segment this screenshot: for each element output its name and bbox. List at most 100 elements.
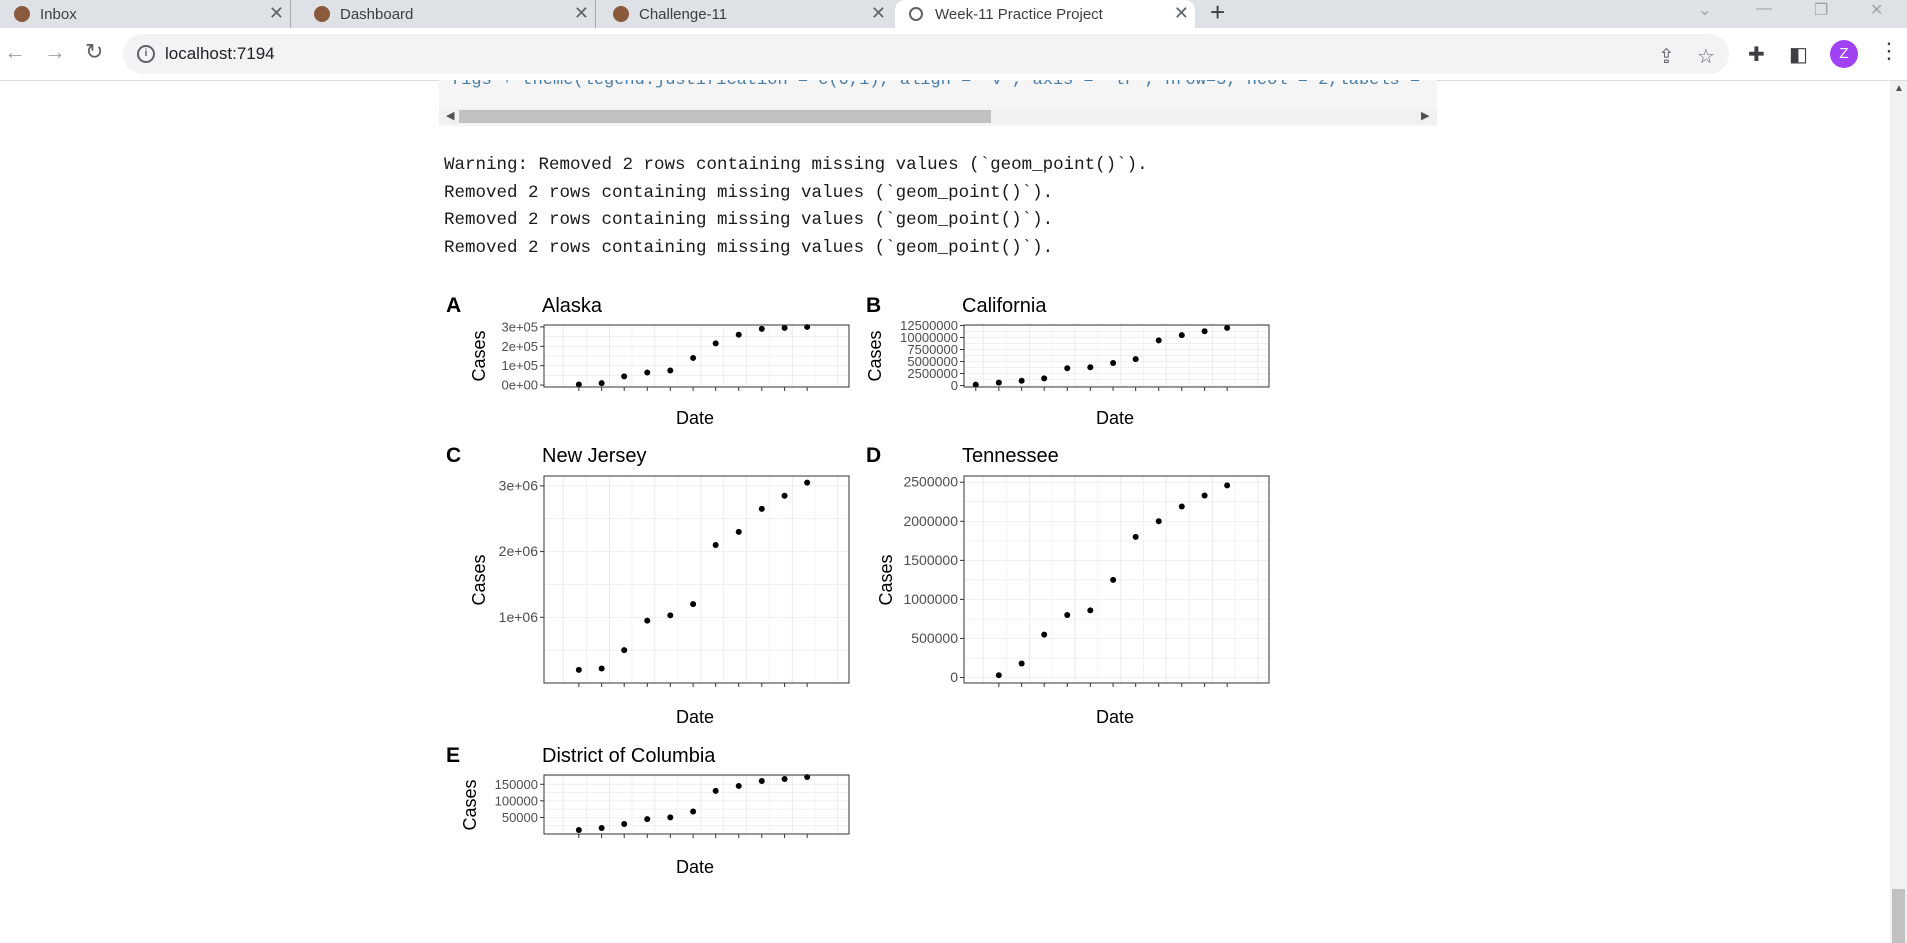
address-bar[interactable]: i localhost:7194 ⇪ ☆ [123, 34, 1729, 74]
tab-dashboard[interactable]: Dashboard ✕ [296, 0, 596, 28]
chart-panel-c: 1e+06 2e+06 3e+06 C New Jersey Cases Date [446, 444, 850, 727]
data-point [1201, 492, 1208, 499]
scroll-up-icon[interactable]: ▲ [1894, 83, 1904, 94]
data-point [598, 825, 605, 832]
new-tab-button[interactable]: + [1210, 0, 1226, 27]
tab-inbox[interactable]: Inbox ✕ [0, 0, 291, 28]
url-text: localhost:7194 [165, 44, 275, 63]
y-tick-label: 500000 [911, 630, 958, 646]
close-icon[interactable]: ✕ [573, 3, 589, 23]
tab-week-11[interactable]: Week-11 Practice Project ✕ [895, 0, 1195, 28]
y-tick-label: 50000 [502, 810, 538, 825]
data-point [781, 775, 788, 782]
chart-title: Alaska [542, 295, 603, 317]
tab-title: Inbox [40, 5, 77, 23]
y-tick-label: 1e+05 [501, 358, 538, 373]
challenge-favicon [613, 6, 629, 22]
y-axis-title: Cases [865, 330, 885, 381]
data-point [1132, 533, 1139, 540]
y-tick-label: 5000000 [907, 354, 958, 369]
data-point [644, 816, 651, 823]
globe-icon [909, 7, 923, 21]
data-point [667, 814, 674, 821]
data-point [972, 381, 979, 388]
y-axis-title: Cases [469, 330, 489, 381]
data-point [621, 647, 628, 654]
data-point [1018, 660, 1025, 667]
data-point [1201, 328, 1208, 335]
y-tick-label: 0 [951, 378, 958, 393]
bookmark-star-icon[interactable]: ☆ [1697, 46, 1715, 68]
horizontal-scrollbar[interactable]: ◀ ▶ [439, 108, 1437, 124]
code-line: figs + theme(legend.justification = c(0,… [451, 80, 1421, 90]
data-point [644, 617, 651, 624]
plot-border [543, 774, 850, 835]
vertical-scrollbar[interactable]: ▲ [1890, 81, 1907, 943]
data-point [1178, 503, 1185, 510]
code-block: figs + theme(legend.justification = c(0,… [439, 80, 1437, 126]
menu-kebab-icon[interactable]: ⋮ [1878, 38, 1900, 63]
output-line: Removed 2 rows containing missing values… [444, 182, 1054, 203]
plot-background [544, 476, 849, 683]
tab-challenge-11[interactable]: Challenge-11 ✕ [599, 0, 892, 28]
close-icon[interactable]: ✕ [268, 3, 284, 23]
y-tick-label: 1e+06 [499, 609, 539, 625]
y-tick-label: 2e+06 [499, 543, 539, 559]
data-point [575, 827, 582, 834]
data-point [1041, 375, 1048, 382]
chart-title: District of Columbia [542, 745, 716, 767]
scroll-right-icon[interactable]: ▶ [1421, 110, 1430, 122]
y-tick-label: 2000000 [903, 513, 958, 529]
scrollbar-thumb[interactable] [1892, 889, 1905, 943]
close-icon[interactable]: ✕ [870, 3, 886, 23]
extensions-puzzle-icon[interactable]: ✚ [1748, 44, 1765, 66]
data-point [1041, 631, 1048, 638]
avatar[interactable]: Z [1830, 40, 1858, 68]
forward-arrow-icon[interactable]: → [44, 39, 66, 64]
y-tick-label: 0 [950, 669, 958, 685]
panel-label: B [866, 294, 881, 317]
data-point [690, 601, 697, 608]
reload-icon[interactable]: ↻ [85, 39, 104, 64]
info-icon[interactable]: i [137, 45, 155, 63]
data-point [575, 381, 582, 388]
data-point [758, 325, 765, 332]
output-line: Removed 2 rows containing missing values… [444, 237, 1054, 258]
x-axis-title: Date [676, 408, 714, 428]
scroll-left-icon[interactable]: ◀ [446, 110, 455, 122]
data-point [1087, 607, 1094, 614]
share-icon[interactable]: ⇪ [1658, 46, 1675, 68]
x-axis-title: Date [676, 857, 714, 877]
data-point [735, 528, 742, 535]
side-panel-icon[interactable]: ◧ [1789, 44, 1808, 66]
close-icon[interactable]: ✕ [1173, 3, 1189, 23]
plot-border [963, 324, 1270, 388]
data-point [781, 492, 788, 499]
plot-background [964, 476, 1269, 683]
restore-icon[interactable]: ❐ [1814, 2, 1829, 19]
tab-title: Week-11 Practice Project [935, 5, 1103, 23]
window-close-icon[interactable]: ✕ [1870, 2, 1884, 19]
data-point [1178, 332, 1185, 339]
data-point [781, 324, 788, 331]
data-point [598, 665, 605, 672]
y-tick-label: 3e+05 [501, 319, 538, 334]
y-tick-label: 7500000 [907, 342, 958, 357]
tab-title: Challenge-11 [639, 5, 728, 23]
y-tick-label: 12500000 [900, 318, 958, 333]
data-point [758, 505, 765, 512]
y-axis-title: Cases [876, 554, 896, 605]
scrollbar-thumb[interactable] [459, 110, 991, 123]
back-arrow-icon[interactable]: ← [4, 39, 26, 64]
minimize-icon[interactable]: — [1756, 0, 1772, 17]
data-point [621, 821, 628, 828]
y-axis-title: Cases [469, 554, 489, 605]
data-point [712, 340, 719, 347]
plot-border [543, 475, 850, 684]
chevron-down-icon[interactable]: ⌄ [1698, 2, 1712, 19]
data-point [667, 612, 674, 619]
data-point [712, 542, 719, 548]
